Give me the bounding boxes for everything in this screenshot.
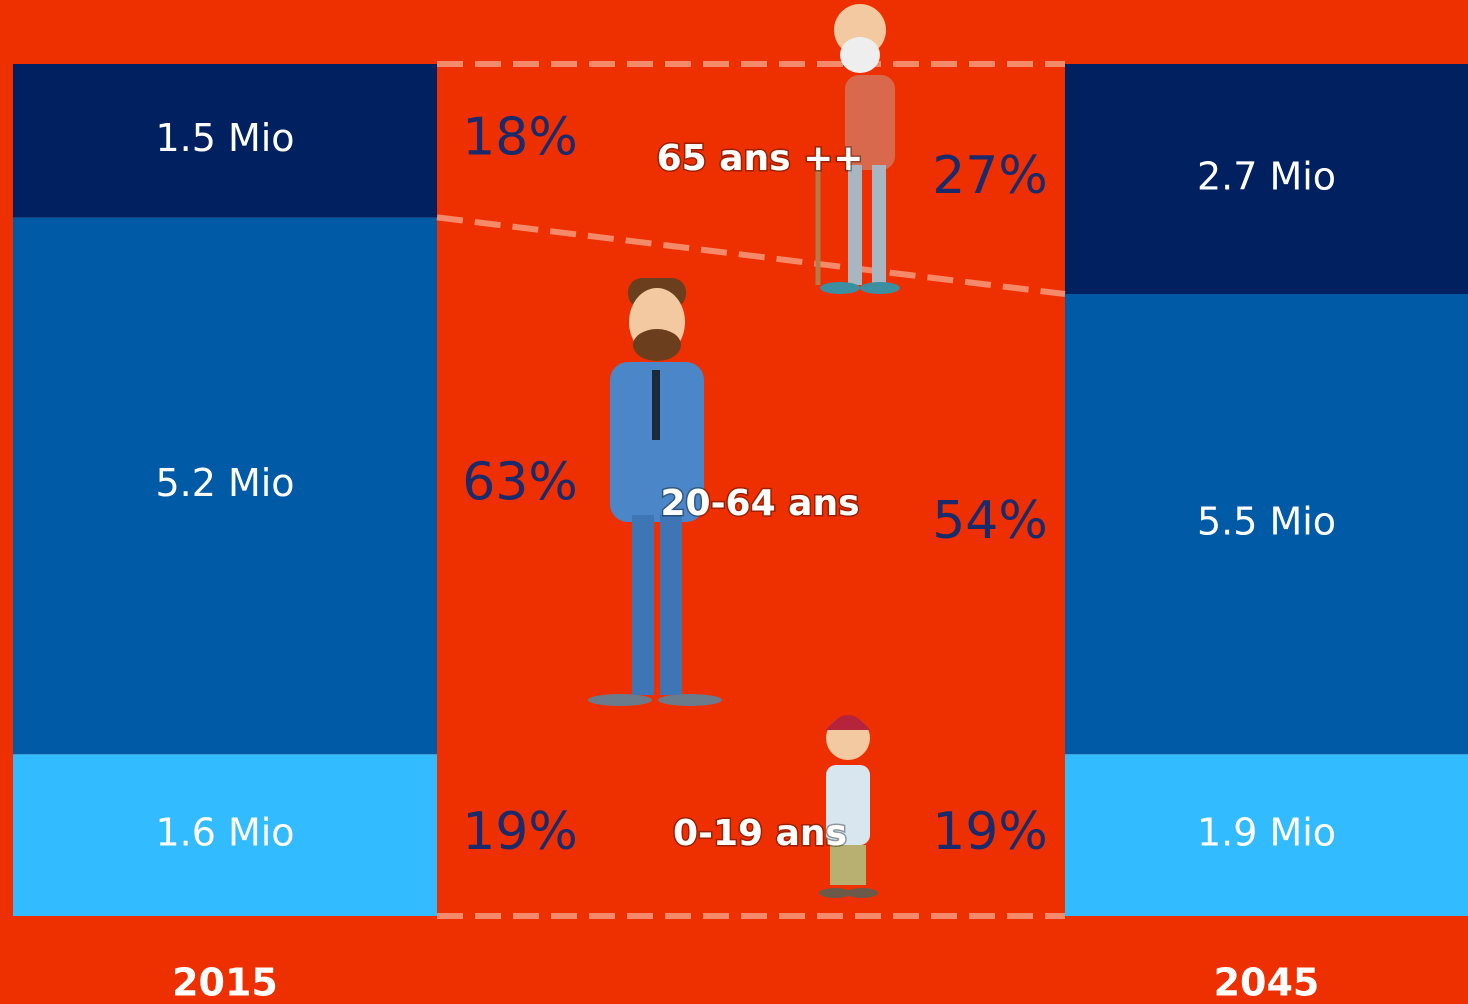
category-label: 2015 <box>172 961 278 1004</box>
category-label: 2045 <box>1214 961 1320 1004</box>
share-label: 54% <box>932 491 1048 551</box>
population-label: 5.2 Mio <box>155 461 294 505</box>
population-label: 1.5 Mio <box>155 116 294 160</box>
share-label: 19% <box>462 802 578 862</box>
population-label: 5.5 Mio <box>1197 500 1336 544</box>
share-label: 19% <box>932 802 1048 862</box>
page: 1.6 Mio 19% 1.9 Mio 19% 0-19 ans 5.2 Mio 63% 5.… <box>0 0 1468 1004</box>
population-label: 1.6 Mio <box>155 811 294 855</box>
share-label: 18% <box>462 108 578 168</box>
group-label: 20-64 ans <box>660 483 859 524</box>
chart: 1.6 Mio 19% 1.9 Mio 19% 0-19 ans 5.2 Mio 63% 5.… <box>0 0 1468 1004</box>
share-label: 27% <box>932 146 1048 206</box>
group-label: 0-19 ans <box>673 813 847 854</box>
population-label: 1.9 Mio <box>1197 811 1336 855</box>
population-label: 2.7 Mio <box>1197 155 1336 199</box>
share-label: 63% <box>462 453 578 513</box>
group-label: 65 ans ++ <box>657 138 864 179</box>
